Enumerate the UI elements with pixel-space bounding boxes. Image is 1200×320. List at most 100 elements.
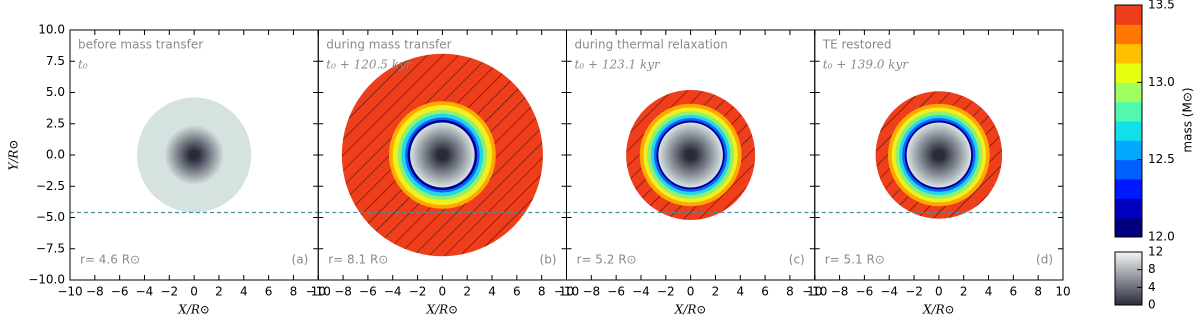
x-tick-label: −10	[57, 285, 82, 299]
y-tick-label: −2.5	[36, 179, 65, 193]
x-tick-label: −8	[86, 285, 104, 299]
panel-title: during thermal relaxation	[575, 38, 728, 52]
x-tick-label: −6	[111, 285, 129, 299]
radius-label: r= 4.6 R⊙	[80, 253, 140, 267]
x-tick-label: −8	[582, 285, 600, 299]
y-tick-label: −5.0	[36, 210, 65, 224]
x-tick-label: 8	[290, 285, 298, 299]
y-tick-label: 5.0	[46, 85, 65, 99]
radius-label: r= 8.1 R⊙	[328, 253, 388, 267]
x-tick-label: 0	[687, 285, 695, 299]
x-tick-label: −4	[880, 285, 898, 299]
y-tick-label: 7.5	[46, 54, 65, 68]
x-tick-label: −4	[136, 285, 154, 299]
colorbar-tick-label: 12.5	[1148, 152, 1175, 166]
x-tick-label: 6	[1010, 285, 1018, 299]
x-tick-label: 8	[1034, 285, 1042, 299]
x-tick-label: 10	[559, 285, 574, 299]
x-axis-label: X/R⊙	[426, 303, 459, 317]
colorbar-segment	[1115, 82, 1142, 103]
x-axis-label: X/R⊙	[177, 303, 210, 317]
core	[410, 122, 475, 188]
colorbar2-tick-label: 0	[1148, 298, 1156, 312]
panel	[626, 90, 756, 220]
x-tick-label: −10	[306, 285, 331, 299]
y-tick-label: −10.0	[28, 273, 65, 287]
x-tick-label: 4	[488, 285, 496, 299]
x-tick-label: 4	[736, 285, 744, 299]
y-tick-label: 2.5	[46, 116, 65, 130]
colorbar2-tick-label: 8	[1148, 262, 1156, 276]
y-tick-label: −7.5	[36, 241, 65, 255]
x-tick-label: 2	[215, 285, 223, 299]
y-tick-label: 0.0	[46, 148, 65, 162]
panel-time: t₀ + 120.5 kyr	[326, 58, 413, 72]
y-axis-label: Y/R⊙	[7, 139, 21, 170]
x-tick-label: −6	[359, 285, 377, 299]
radius-label: r= 5.1 R⊙	[825, 253, 885, 267]
x-tick-label: −6	[856, 285, 874, 299]
x-tick-label: 8	[786, 285, 794, 299]
x-tick-label: 4	[240, 285, 248, 299]
core	[906, 122, 972, 188]
colorbar-segment	[1115, 63, 1142, 83]
colorbar-segment	[1115, 101, 1142, 122]
colorbar2	[1114, 251, 1143, 306]
colorbar-segment	[1115, 159, 1142, 180]
colorbar-tick-label: 12.0	[1148, 230, 1175, 244]
colorbar-segment	[1115, 179, 1142, 199]
x-tick-label: 6	[761, 285, 769, 299]
colorbar-segment	[1115, 140, 1142, 161]
panel-time: t₀	[78, 58, 88, 72]
x-axis-label: X/R⊙	[922, 303, 955, 317]
x-tick-label: −2	[409, 285, 427, 299]
colorbar2-tick-label: 4	[1148, 280, 1156, 294]
x-tick-label: 2	[960, 285, 968, 299]
x-tick-label: −2	[160, 285, 178, 299]
y-tick-label: 10.0	[38, 23, 65, 37]
colorbar-frame	[1114, 4, 1143, 238]
colorbar-tick-label: 13.5	[1148, 0, 1175, 12]
x-tick-label: 4	[985, 285, 993, 299]
core	[658, 122, 723, 188]
x-tick-label: 0	[439, 285, 447, 299]
panel	[137, 97, 252, 213]
panel-title: before mass transfer	[78, 38, 203, 52]
colorbar-label: mass (M⊙)	[1181, 87, 1195, 152]
colorbar-segment	[1115, 198, 1142, 219]
radius-label: r= 5.2 R⊙	[577, 253, 637, 267]
panel-time: t₀ + 123.1 kyr	[575, 58, 662, 72]
x-tick-label: 6	[513, 285, 521, 299]
colorbar-segment	[1115, 24, 1142, 45]
panel	[341, 53, 543, 257]
x-tick-label: 10	[1055, 285, 1070, 299]
panel-time: t₀ + 139.0 kyr	[823, 58, 910, 72]
colorbar-segment	[1115, 43, 1142, 64]
x-tick-label: 10	[311, 285, 326, 299]
panel-title: during mass transfer	[326, 38, 451, 52]
x-tick-label: 2	[712, 285, 720, 299]
colorbar-segment	[1115, 217, 1142, 238]
panel-letter: (b)	[540, 253, 557, 267]
x-tick-label: −10	[802, 285, 827, 299]
x-axis-label: X/R⊙	[674, 303, 707, 317]
colorbar-tick-label: 13.0	[1148, 75, 1175, 89]
x-tick-label: 8	[538, 285, 546, 299]
x-tick-label: −8	[334, 285, 352, 299]
x-tick-label: 6	[265, 285, 273, 299]
core	[164, 125, 224, 185]
panel-title: TE restored	[822, 38, 892, 52]
x-tick-label: −6	[607, 285, 625, 299]
panel	[875, 91, 1003, 219]
colorbar2-tick-label: 12	[1148, 245, 1163, 259]
x-tick-label: −8	[831, 285, 849, 299]
colorbar-segment	[1115, 121, 1142, 141]
panel-letter: (d)	[1036, 253, 1053, 267]
x-tick-label: 10	[807, 285, 822, 299]
x-tick-label: −2	[657, 285, 675, 299]
x-tick-label: 2	[463, 285, 471, 299]
panel-letter: (a)	[292, 253, 309, 267]
x-tick-label: −10	[554, 285, 579, 299]
x-tick-label: 0	[190, 285, 198, 299]
